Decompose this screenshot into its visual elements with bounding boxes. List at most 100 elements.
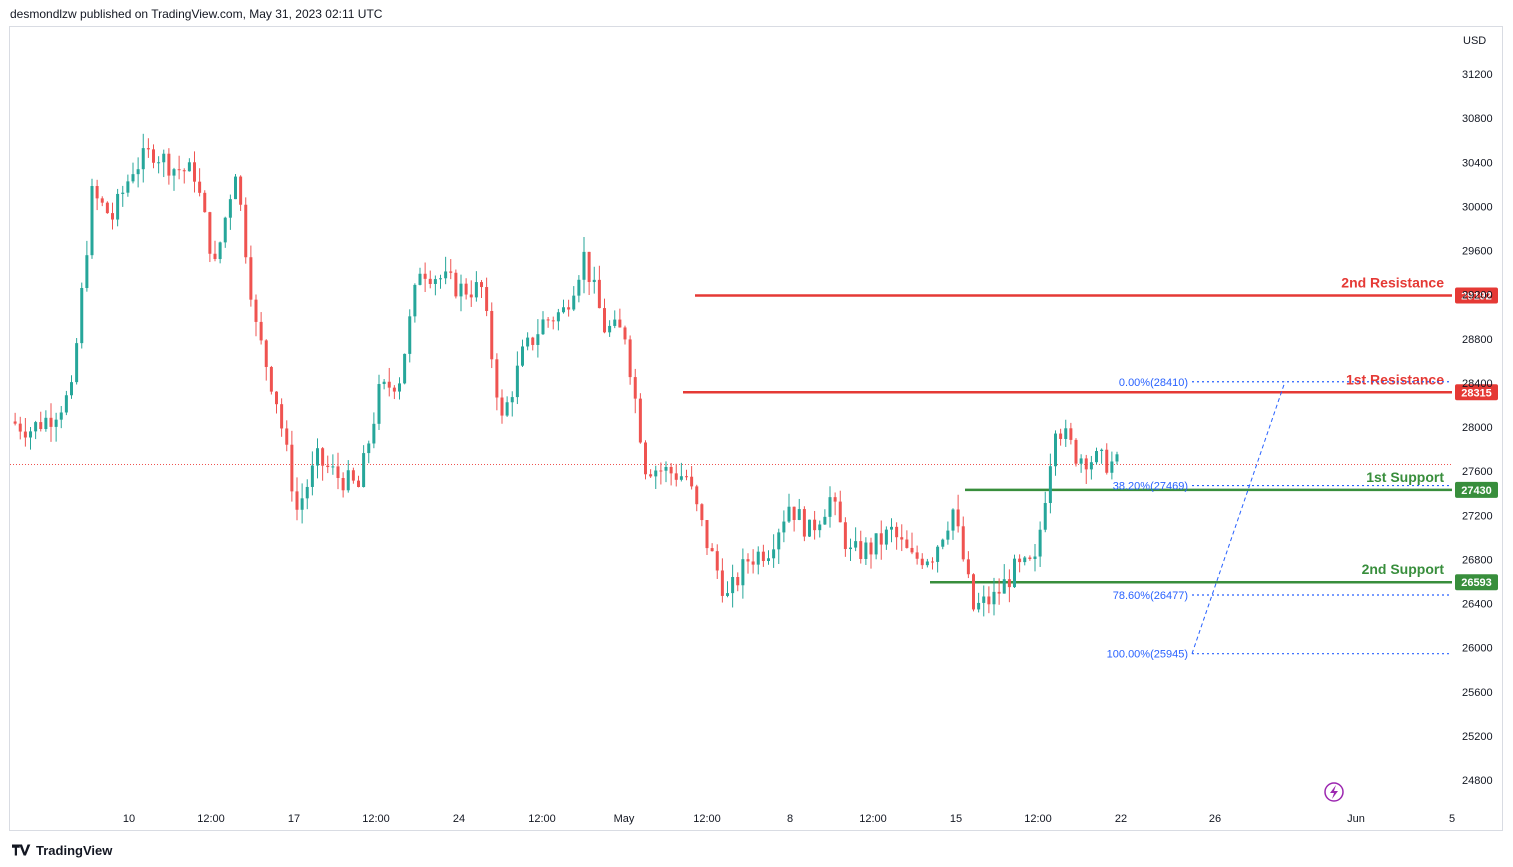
- candle-body: [1069, 428, 1073, 440]
- candles-layer: [13, 133, 1119, 617]
- candle-body: [731, 577, 735, 594]
- candle-body: [203, 192, 207, 213]
- candle-body: [884, 529, 888, 545]
- candle-body: [249, 257, 253, 300]
- candle-body: [1084, 458, 1088, 470]
- candle-body: [459, 283, 463, 297]
- candle-body: [715, 551, 719, 571]
- candle-body: [777, 532, 781, 550]
- candle-body: [1110, 461, 1114, 473]
- candle-body: [551, 320, 555, 322]
- candle-body: [710, 548, 714, 552]
- candle-body: [864, 542, 868, 559]
- y-tick-label: 28400: [1462, 378, 1493, 390]
- candle-body: [172, 169, 176, 176]
- candle-body: [649, 474, 653, 477]
- candle-body: [423, 273, 427, 279]
- tradingview-brand[interactable]: TradingView: [12, 841, 112, 859]
- tradingview-logo-icon: [12, 844, 31, 856]
- candle-body: [941, 539, 945, 547]
- candle-body: [838, 501, 842, 523]
- candle-body: [946, 530, 950, 540]
- candle-body: [859, 541, 863, 559]
- candle-body: [603, 308, 606, 333]
- resistance-label: 2nd Resistance: [1341, 275, 1444, 291]
- candle-body: [244, 204, 248, 258]
- candle-body: [428, 278, 432, 284]
- candle-body: [336, 466, 340, 478]
- candle-body: [198, 181, 202, 193]
- candle-body: [95, 186, 99, 199]
- candle-body: [105, 202, 109, 214]
- candle-body: [418, 273, 422, 285]
- candle-body: [121, 192, 125, 194]
- candle-body: [316, 448, 319, 466]
- candle-body: [131, 174, 135, 182]
- x-tick-label: 10: [123, 813, 135, 825]
- candle-body: [116, 193, 120, 220]
- candle-body: [167, 153, 171, 176]
- resistance-price-tag-text: 28315: [1461, 387, 1492, 399]
- candle-body: [162, 153, 166, 163]
- y-tick-label: 28800: [1462, 334, 1493, 346]
- x-tick-label: 17: [288, 813, 300, 825]
- candle-body: [587, 251, 591, 283]
- candle-body: [982, 596, 986, 603]
- candle-body: [136, 169, 140, 175]
- candle-body: [613, 319, 617, 326]
- candle-body: [618, 319, 622, 328]
- x-tick-label: 8: [787, 813, 793, 825]
- candle-body: [500, 397, 504, 416]
- lightning-bolt-icon: [1330, 785, 1338, 799]
- candle-body: [182, 170, 186, 172]
- candle-body: [413, 284, 417, 317]
- candle-body: [808, 519, 811, 537]
- candle-body: [623, 327, 627, 340]
- candle-body: [756, 551, 760, 565]
- x-tick-label: 12:00: [528, 813, 556, 825]
- candle-body: [813, 519, 817, 531]
- x-tick-label: 26: [1209, 813, 1221, 825]
- candle-body: [34, 422, 38, 432]
- candle-body: [633, 377, 637, 399]
- x-tick-label: 12:00: [859, 813, 887, 825]
- y-tick-label: 31200: [1462, 69, 1493, 81]
- candle-body: [1100, 449, 1104, 452]
- x-tick-label: Jun: [1347, 813, 1365, 825]
- candle-body: [193, 162, 196, 182]
- candle-body: [746, 559, 750, 562]
- candle-body: [556, 312, 560, 322]
- support-price-tag-text: 26593: [1461, 577, 1492, 589]
- candle-body: [300, 498, 304, 510]
- support-price-tag-text: 27430: [1461, 485, 1492, 497]
- y-tick-label: 29600: [1462, 246, 1493, 258]
- candle-body: [767, 558, 770, 562]
- candle-body: [218, 242, 222, 260]
- candle-body: [469, 294, 473, 298]
- resistance-price-tag-text: 29192: [1461, 291, 1492, 303]
- candle-body: [85, 255, 89, 289]
- candle-body: [951, 509, 955, 531]
- lightning-icon[interactable]: [1324, 782, 1344, 802]
- candle-body: [1054, 433, 1057, 467]
- candle-body: [956, 509, 960, 527]
- candle-body: [269, 366, 273, 392]
- candle-body: [454, 272, 458, 297]
- candle-body: [797, 509, 801, 521]
- candle-body: [833, 497, 837, 502]
- candle-body: [1089, 462, 1093, 470]
- candle-body: [1079, 458, 1083, 464]
- axes-layer: USD 24800 25200 25600 26000 26400 26800 27200 27…: [123, 35, 1493, 825]
- candle-body: [490, 310, 494, 360]
- candle-body: [761, 551, 765, 562]
- candle-body: [690, 476, 694, 487]
- candle-body: [577, 279, 581, 296]
- currency-label: USD: [1463, 35, 1486, 47]
- candle-body: [638, 398, 642, 443]
- candle-body: [331, 466, 335, 468]
- candle-body: [592, 279, 596, 283]
- candle-body: [1074, 439, 1078, 464]
- candle-body: [597, 279, 601, 309]
- candle-body: [787, 506, 791, 522]
